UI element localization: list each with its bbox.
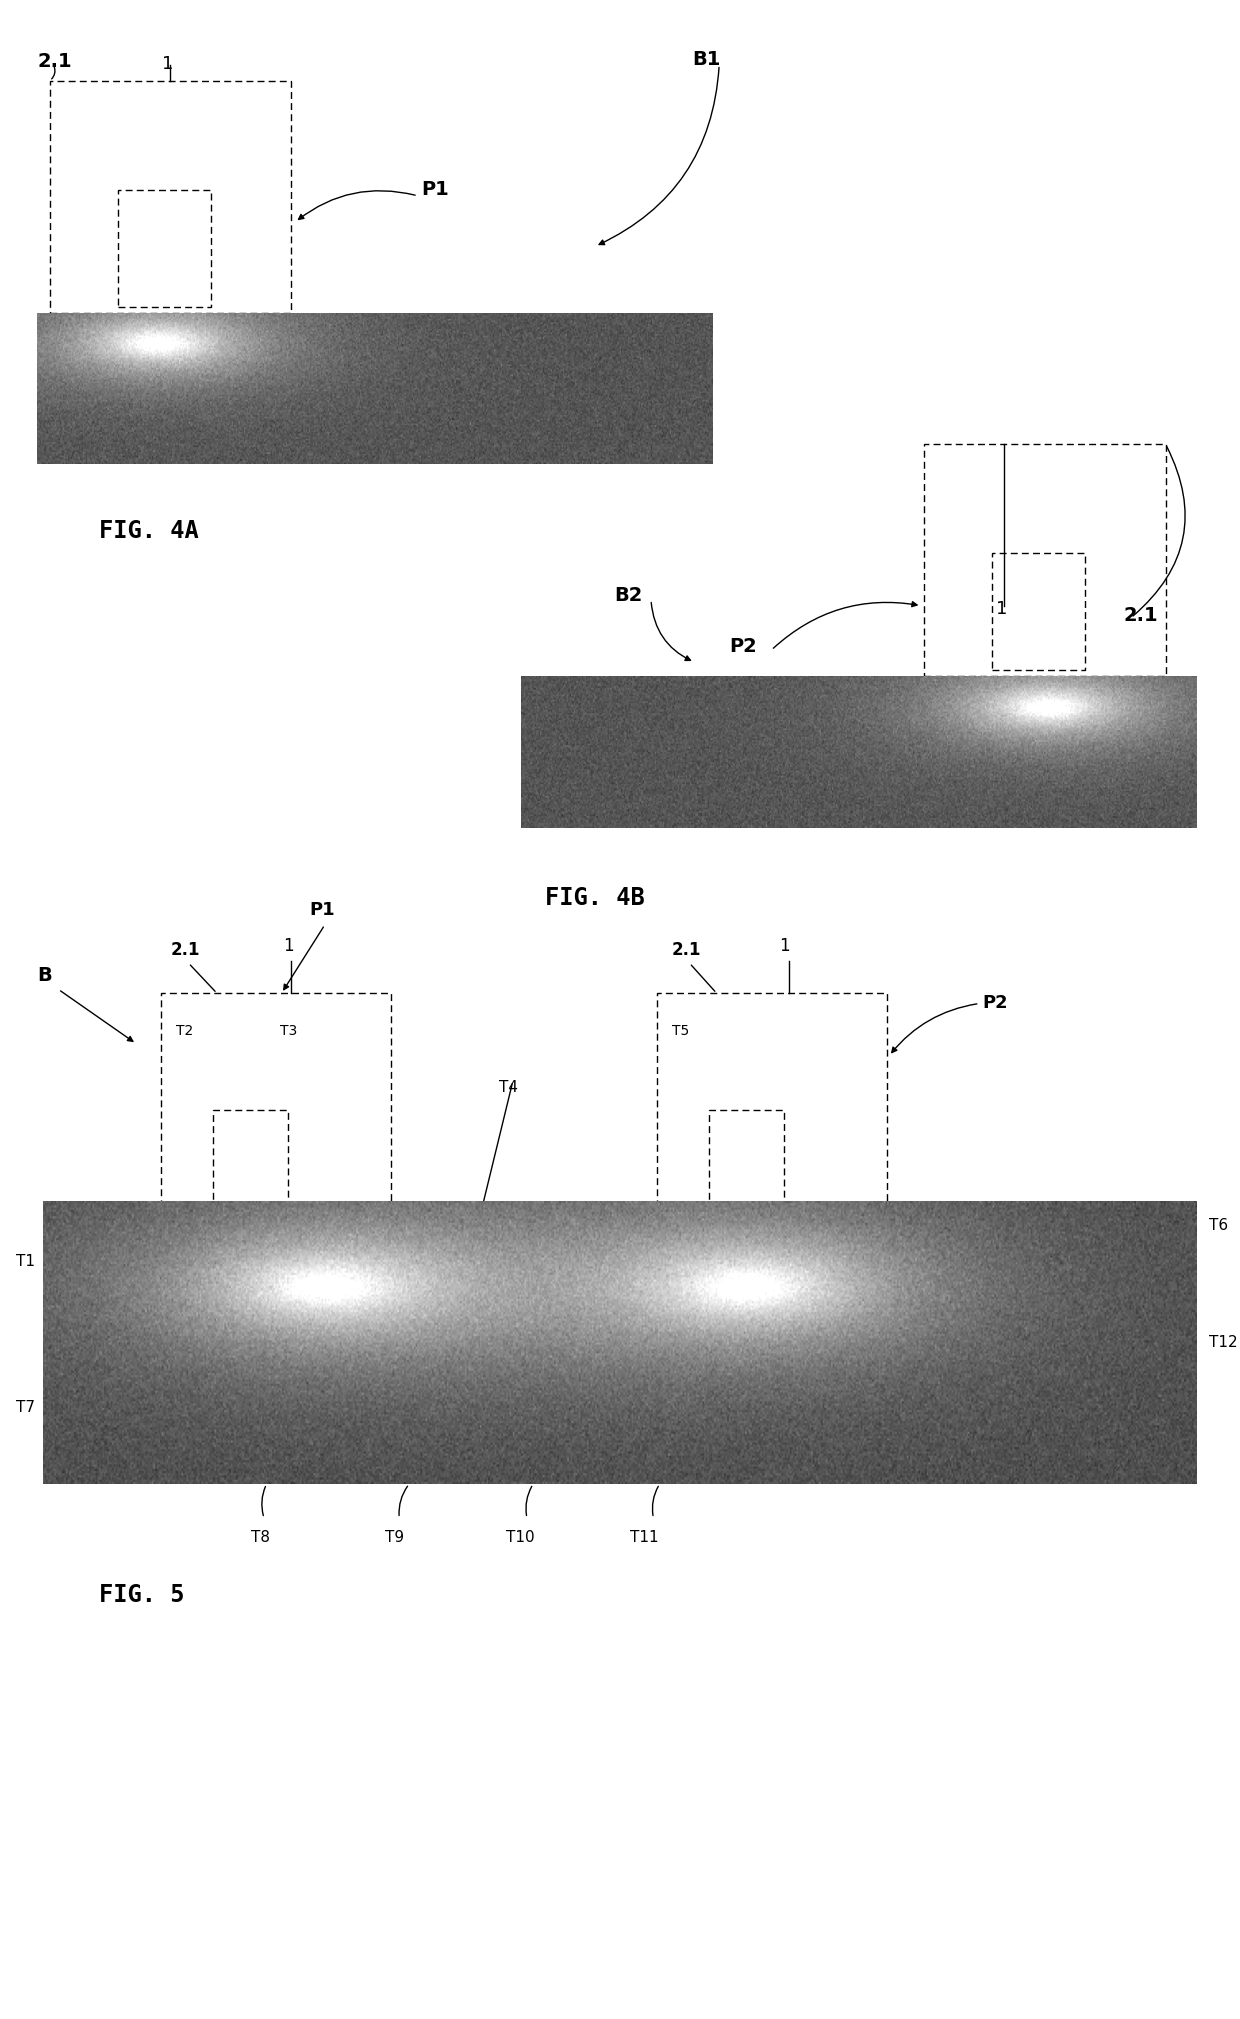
Text: FIG. 5: FIG. 5 <box>99 1583 185 1607</box>
Bar <box>709 1110 784 1211</box>
Text: T5: T5 <box>672 1024 689 1038</box>
Text: P1: P1 <box>422 180 449 200</box>
Text: T7: T7 <box>16 1399 35 1415</box>
Text: T1: T1 <box>16 1254 35 1270</box>
Bar <box>992 553 1085 670</box>
Bar <box>161 993 391 1215</box>
Text: FIG. 4A: FIG. 4A <box>99 519 198 543</box>
Text: T10: T10 <box>506 1530 536 1545</box>
Bar <box>657 993 887 1215</box>
Text: T12: T12 <box>1209 1335 1238 1351</box>
Bar <box>213 1110 288 1211</box>
Text: 2.1: 2.1 <box>37 52 72 71</box>
Text: T4: T4 <box>498 1080 518 1094</box>
Bar <box>118 190 211 307</box>
Text: T6: T6 <box>1209 1217 1228 1234</box>
Text: 1: 1 <box>780 937 790 955</box>
Text: P2: P2 <box>729 636 756 656</box>
Text: B2: B2 <box>614 586 642 604</box>
Text: B1: B1 <box>692 50 720 69</box>
Text: T2: T2 <box>176 1024 193 1038</box>
Text: 1: 1 <box>284 937 294 955</box>
Text: T11: T11 <box>630 1530 660 1545</box>
Text: 1: 1 <box>161 55 174 73</box>
Text: P2: P2 <box>982 995 1008 1012</box>
Text: 1: 1 <box>996 600 1008 618</box>
Text: T9: T9 <box>384 1530 404 1545</box>
Text: 2.1: 2.1 <box>171 941 201 959</box>
Text: T8: T8 <box>250 1530 270 1545</box>
Text: 2.1: 2.1 <box>1123 606 1158 624</box>
Bar <box>924 444 1166 676</box>
Text: 2.1: 2.1 <box>672 941 702 959</box>
Text: T3: T3 <box>280 1024 298 1038</box>
Text: B: B <box>37 965 52 985</box>
Text: FIG. 4B: FIG. 4B <box>546 886 645 911</box>
Bar <box>50 81 291 313</box>
Text: P1: P1 <box>310 900 335 919</box>
